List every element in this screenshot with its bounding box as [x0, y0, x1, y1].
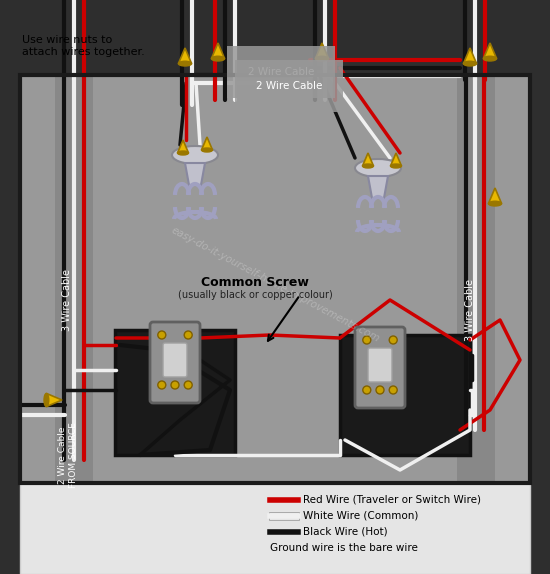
Text: 2 Wire Cable: 2 Wire Cable [248, 67, 315, 77]
Ellipse shape [362, 164, 373, 168]
FancyBboxPatch shape [368, 348, 392, 382]
Bar [20, 75, 530, 483]
Ellipse shape [178, 61, 191, 66]
Ellipse shape [355, 159, 401, 177]
Text: Use wire nuts to
attach wires together.: Use wire nuts to attach wires together. [22, 35, 145, 57]
Polygon shape [178, 48, 191, 64]
Text: 2 Wire Cable
FROM SOURCE: 2 Wire Cable FROM SOURCE [58, 422, 78, 488]
Circle shape [363, 336, 371, 344]
Circle shape [158, 331, 166, 339]
Text: (usually black or copper colour): (usually black or copper colour) [178, 290, 332, 300]
Ellipse shape [483, 56, 497, 61]
Bar [0, 0, 550, 75]
Ellipse shape [178, 151, 189, 155]
Polygon shape [390, 153, 402, 166]
Polygon shape [483, 43, 497, 59]
Polygon shape [185, 163, 205, 185]
Ellipse shape [172, 146, 218, 164]
Ellipse shape [211, 56, 224, 61]
Bar [20, 20, 530, 483]
Text: 2 Wire Cable: 2 Wire Cable [256, 81, 322, 91]
Ellipse shape [390, 164, 402, 168]
Text: Black Wire (Hot): Black Wire (Hot) [303, 527, 388, 537]
Circle shape [389, 336, 397, 344]
FancyBboxPatch shape [355, 327, 405, 408]
Bar [0, 0, 20, 574]
Circle shape [363, 386, 371, 394]
Bar [340, 335, 470, 455]
Text: easy-do-it-yourself-home-improvements.com: easy-do-it-yourself-home-improvements.co… [169, 226, 381, 344]
Text: Ground wire is the bare wire: Ground wire is the bare wire [270, 543, 418, 553]
Bar [55, 75, 93, 483]
Circle shape [171, 381, 179, 389]
Text: 3 Wire Cable: 3 Wire Cable [465, 279, 475, 341]
Text: 3 Wire Cable: 3 Wire Cable [62, 269, 72, 331]
Polygon shape [46, 393, 62, 406]
Bar [0, 483, 550, 574]
Ellipse shape [44, 393, 49, 406]
Polygon shape [368, 176, 388, 198]
Bar [457, 75, 495, 483]
Polygon shape [488, 188, 502, 204]
Polygon shape [464, 48, 477, 64]
Text: White Wire (Common): White Wire (Common) [303, 511, 419, 521]
Polygon shape [362, 153, 373, 166]
Ellipse shape [464, 61, 477, 66]
Circle shape [184, 331, 192, 339]
Circle shape [184, 381, 192, 389]
Polygon shape [315, 43, 328, 59]
Text: Common Screw: Common Screw [201, 276, 309, 289]
Text: Red Wire (Traveler or Switch Wire): Red Wire (Traveler or Switch Wire) [303, 495, 481, 505]
Ellipse shape [201, 148, 212, 152]
FancyBboxPatch shape [150, 322, 200, 403]
Bar [530, 0, 550, 574]
Ellipse shape [315, 56, 328, 61]
Bar [20, 75, 530, 483]
FancyBboxPatch shape [163, 343, 187, 377]
Ellipse shape [488, 201, 502, 206]
Circle shape [389, 386, 397, 394]
Bar [269, 512, 299, 520]
Polygon shape [178, 140, 189, 153]
Circle shape [376, 386, 384, 394]
Bar [115, 330, 235, 455]
Polygon shape [201, 137, 212, 150]
Circle shape [158, 381, 166, 389]
Bar [20, 483, 530, 574]
Polygon shape [211, 43, 224, 59]
